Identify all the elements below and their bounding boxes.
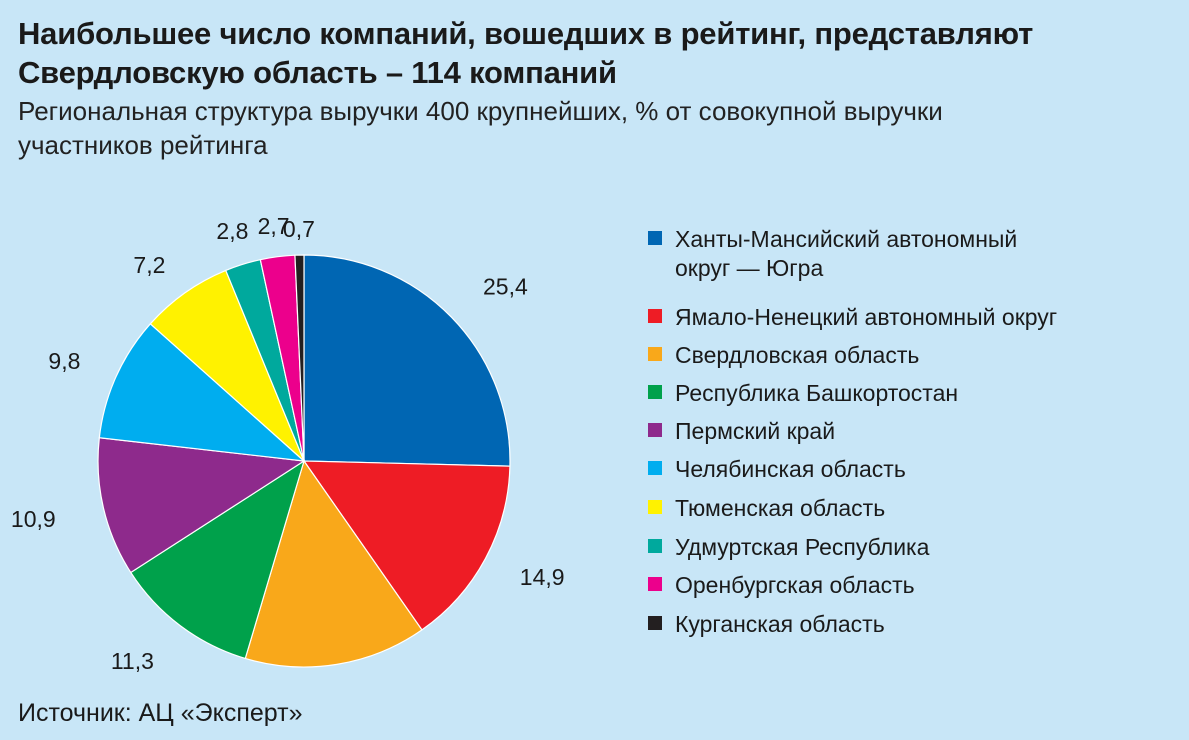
legend-item-yanao: Ямало-Ненецкий автономный округ: [648, 303, 1178, 341]
source-note: Источник: АЦ «Эксперт»: [18, 699, 303, 727]
pie-slice: [98, 322, 306, 462]
legend-item-bashkortostan: Республика Башкортостан: [648, 379, 1178, 417]
legend-label-line-2: округ — Югра: [675, 255, 824, 281]
legend-label: Ханты-Мансийский автономный: [675, 226, 1018, 252]
slice-value-label: 2,8: [216, 218, 248, 244]
chart-subtitle-line-1: Региональная структура выручки 400 крупн…: [18, 96, 943, 126]
pie-slice: [129, 459, 306, 660]
legend-item-perm: Пермский край: [648, 417, 1178, 455]
slice-value-label: 0,7: [283, 216, 315, 242]
legend-item-tyumen: Тюменская область: [648, 494, 1178, 533]
legend-swatch: [648, 347, 662, 361]
legend-item-chelyabinsk: Челябинская область: [648, 455, 1178, 494]
slice-value-label: 7,2: [133, 252, 165, 278]
pie-slice: [294, 254, 305, 462]
pie-slice: [97, 437, 306, 574]
chart-title-line-2: Свердловскую область – 114 компаний: [18, 55, 617, 90]
slice-value-label: 25,4: [483, 274, 528, 300]
slice-value-label: 14,9: [520, 564, 565, 590]
legend-label: Ямало-Ненецкий автономный округ: [675, 304, 1058, 330]
slice-value-label: 10,9: [11, 506, 56, 532]
legend-label: Удмуртская Республика: [675, 534, 930, 560]
legend-swatch: [648, 385, 662, 399]
legend-swatch: [648, 577, 662, 591]
chart-title: Наибольшее число компаний, вошедших в ре…: [18, 14, 1178, 92]
chart-legend: Ханты-Мансийский автономный округ — Югра…: [648, 225, 1178, 649]
slice-value-label: 9,8: [48, 348, 80, 374]
legend-item-kurgan: Курганская область: [648, 610, 1178, 649]
pie-slice: [244, 459, 423, 668]
legend-item-sverdlovsk: Свердловская область: [648, 341, 1178, 379]
legend-swatch: [648, 423, 662, 437]
pie-slice: [302, 460, 511, 631]
legend-label: Оренбургская область: [675, 572, 915, 598]
legend-swatch: [648, 461, 662, 475]
slice-value-label: 2,7: [258, 213, 290, 239]
legend-label: Курганская область: [675, 611, 885, 637]
legend-swatch: [648, 500, 662, 514]
legend-label: Свердловская область: [675, 342, 920, 368]
legend-swatch: [648, 231, 662, 245]
legend-swatch: [648, 309, 662, 323]
chart-subtitle-line-2: участников рейтинга: [18, 130, 268, 160]
legend-swatch: [648, 539, 662, 553]
legend-label: Челябинская область: [675, 456, 906, 482]
legend-swatch: [648, 616, 662, 630]
legend-label: Республика Башкортостан: [675, 380, 959, 406]
legend-item-orenburg: Оренбургская область: [648, 571, 1178, 610]
chart-subtitle: Региональная структура выручки 400 крупн…: [18, 94, 1178, 162]
slice-value-label: 14,3: [320, 685, 365, 690]
legend-label: Пермский край: [675, 418, 836, 444]
pie-chart: 25,4 14,9 14,3 11,3 10,9 9,8 7,2 2,8 2,70,7: [11, 213, 565, 690]
chart-title-line-1: Наибольшее число компаний, вошедших в ре…: [18, 16, 1034, 51]
legend-item-khmao: Ханты-Мансийский автономный округ — Югра: [648, 225, 1178, 303]
pie-slice: [303, 254, 511, 467]
legend-label: Тюменская область: [675, 495, 886, 521]
legend-item-udmurtia: Удмуртская Республика: [648, 533, 1178, 571]
slice-value-label: 11,3: [111, 648, 154, 674]
